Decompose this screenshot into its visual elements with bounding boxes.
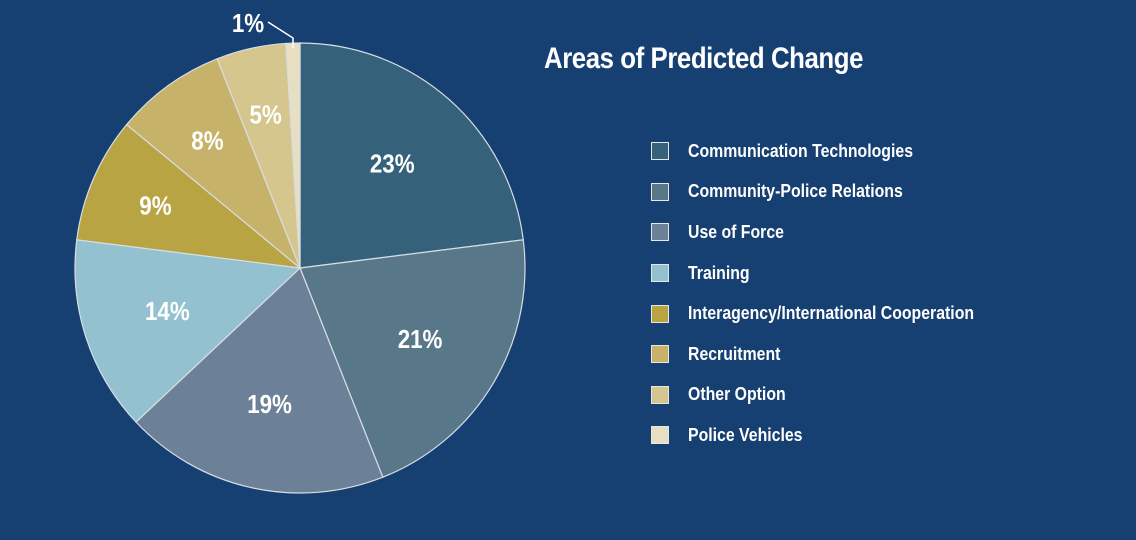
chart-title: Areas of Predicted Change [544,42,864,75]
legend-item: Community-Police Relations [651,172,1013,213]
pie-slice [135,266,384,494]
legend-swatch [651,142,669,161]
leader-line [267,21,294,48]
legend-swatch [651,345,669,364]
legend-label: Recruitment [688,343,781,364]
slice-label: 21% [398,325,443,354]
legend-item: Training [651,253,1013,294]
legend-label: Other Option [688,384,786,405]
legend-item: Interagency/International Cooperation [651,293,1013,334]
slice-label: 8% [191,127,223,156]
legend-item: Recruitment [651,334,1013,375]
legend-item: Use of Force [651,212,1013,253]
pie-slice [299,239,526,478]
legend-item: Police Vehicles [651,415,1013,456]
legend-label: Communication Technologies [688,140,914,161]
pie-slice [74,239,302,423]
legend-item: Other Option [651,375,1013,416]
slice-label: 9% [139,192,171,221]
legend-swatch [651,223,669,242]
pie-chart: 23% 21% 19% 14% 9% 8% 5% 1% [74,9,526,494]
legend-swatch [651,426,669,445]
legend-label: Training [688,262,750,283]
pie-slice [76,123,302,269]
slice-label: 23% [370,150,415,179]
slice-label: 14% [145,298,190,327]
legend-swatch [651,385,669,404]
slice-label: 19% [247,391,292,420]
legend-swatch [651,182,669,201]
legend-label: Community-Police Relations [688,181,903,202]
slice-label: 5% [249,101,281,130]
pie-slice [125,58,301,269]
pie-slice [299,42,524,269]
legend-swatch [651,304,669,323]
slice-label: 1% [232,9,264,38]
legend-label: Police Vehicles [688,424,803,445]
legend-label: Use of Force [688,221,784,242]
legend: Communication Technologies Community-Poli… [651,131,1013,456]
legend-label: Interagency/International Cooperation [688,303,975,324]
legend-item: Communication Technologies [651,131,1013,172]
legend-swatch [651,264,669,283]
